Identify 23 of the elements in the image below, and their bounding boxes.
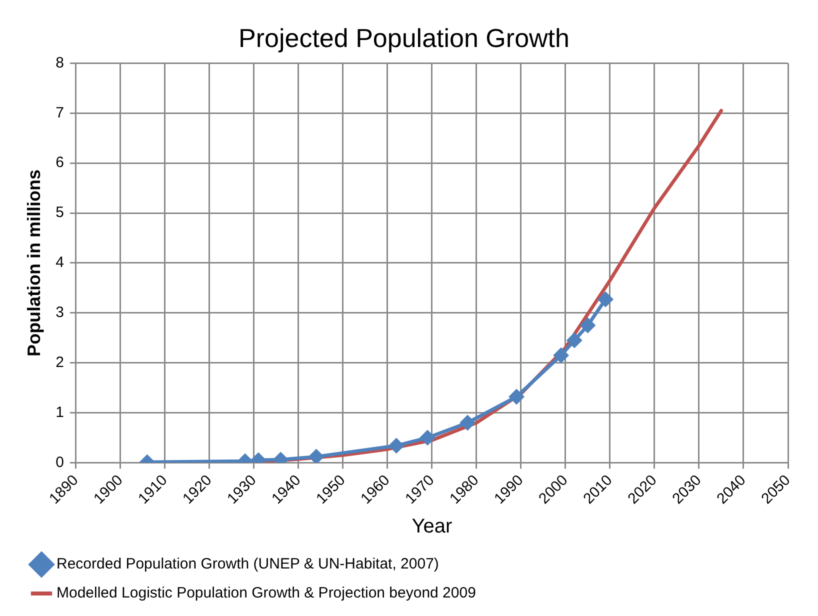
legend-label: Recorded Population Growth (UNEP & UN-Habitat, 2007) [56, 556, 439, 573]
point [460, 415, 475, 430]
point [580, 318, 595, 333]
point [567, 333, 582, 348]
point [509, 390, 524, 404]
y-axis-title: Population in millions [24, 169, 44, 356]
y-tick-label: 0 [56, 454, 64, 471]
y-tick-label: 6 [56, 154, 64, 172]
x-axis-title: Year [412, 516, 453, 538]
legend-label: Modelled Logistic Population Growth & Projection beyond 2009 [56, 584, 476, 602]
y-tick-label: 7 [56, 104, 64, 122]
point [420, 430, 435, 445]
point [309, 449, 324, 463]
y-tick-label: 5 [56, 204, 64, 222]
y-tick-label: 3 [56, 304, 64, 322]
point [598, 292, 613, 307]
point [554, 348, 568, 363]
y-tick-label: 1 [56, 404, 64, 421]
y-tick-label: 2 [56, 354, 64, 371]
point [389, 438, 404, 453]
y-tick-label: 4 [56, 254, 64, 272]
chart-title: Projected Population Growth [238, 22, 570, 53]
y-tick-label: 8 [56, 54, 64, 72]
